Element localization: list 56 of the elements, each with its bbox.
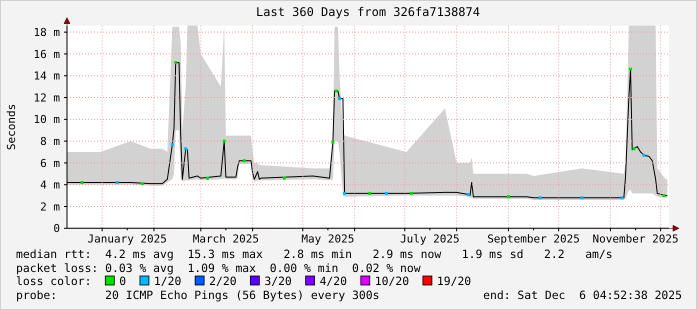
point xyxy=(620,196,624,200)
point xyxy=(282,176,286,180)
legend-label: 4/20 xyxy=(320,274,348,288)
point xyxy=(384,192,388,195)
legend-label: 0 xyxy=(119,274,126,288)
x-tick-label: January 2025 xyxy=(87,232,167,246)
legend-label: 2/20 xyxy=(209,274,237,288)
point xyxy=(331,140,334,144)
point xyxy=(242,159,246,162)
x-tick-label: September 2025 xyxy=(487,232,580,246)
x-tick-label: July 2025 xyxy=(400,232,460,246)
legend-label: 1/20 xyxy=(154,274,182,288)
x-tick-label: May 2025 xyxy=(301,232,354,246)
y-tick-label: 8 m xyxy=(40,134,60,148)
point xyxy=(343,192,346,195)
point xyxy=(629,68,632,71)
legend-title: loss color: xyxy=(16,274,92,288)
y-tick-label: 16 m xyxy=(34,48,60,61)
text: end: Sat Dec 6 04:52:38 2025 xyxy=(483,288,682,302)
y-tick-label: 12 m xyxy=(34,91,60,104)
point xyxy=(140,182,144,186)
point xyxy=(580,196,584,200)
point xyxy=(632,147,636,150)
y-tick-label: 0 xyxy=(53,222,60,236)
text: median rtt: 4.2 ms avg 15.3 ms max 2.8 ms min 2.9 ms now 1.9 ms sd 2.2 am/s xyxy=(16,247,613,261)
point xyxy=(184,147,188,150)
legend-label: 10/20 xyxy=(374,274,410,288)
y-tick-label: 18 m xyxy=(34,26,60,39)
y-tick-label: 10 m xyxy=(34,113,60,126)
point xyxy=(538,196,542,200)
point xyxy=(368,192,372,195)
chart-title: Last 360 Days from 326fa7138874 xyxy=(256,5,480,19)
legend-label: 3/20 xyxy=(264,274,292,288)
point xyxy=(222,140,226,143)
point xyxy=(80,181,84,184)
legend-label: 19/20 xyxy=(436,274,472,288)
y-tick-label: 4 m xyxy=(40,178,60,192)
point xyxy=(206,176,209,180)
point xyxy=(662,194,666,198)
y-tick-label: 2 m xyxy=(40,200,60,214)
y-tick-label: 6 m xyxy=(40,156,60,170)
point xyxy=(334,89,338,92)
x-tick-label: November 2025 xyxy=(592,232,679,246)
point xyxy=(338,97,342,100)
text: probe: 20 ICMP Echo Pings (56 Bytes) every 300s xyxy=(16,288,380,302)
point xyxy=(506,195,510,198)
x-tick-label: March 2025 xyxy=(192,232,259,246)
point xyxy=(116,181,119,184)
y-axis-title: Seconds xyxy=(5,104,18,150)
point xyxy=(642,154,646,157)
y-tick-label: 14 m xyxy=(34,70,60,83)
point xyxy=(410,192,413,195)
text: packet loss: 0.03 % avg 1.09 % max 0.00 % min 0.02 % now xyxy=(16,261,421,275)
point xyxy=(466,193,470,196)
point xyxy=(170,142,174,146)
point xyxy=(174,61,178,64)
